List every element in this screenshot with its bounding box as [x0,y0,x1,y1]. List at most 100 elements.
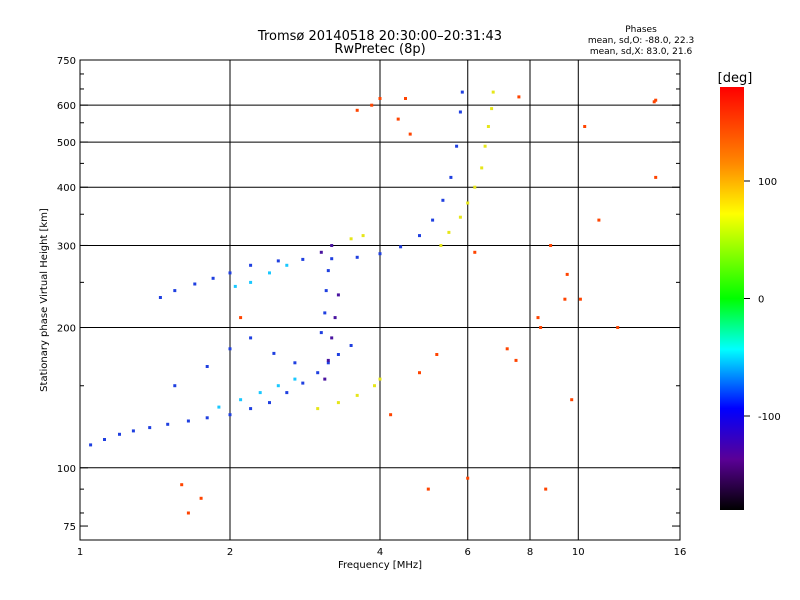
x-tick-label: 8 [527,547,533,558]
colorbar-ticks: 100 0 -100 [744,177,781,423]
data-point [460,90,464,94]
data-point [211,276,215,280]
data-point [565,272,569,276]
data-point [228,347,232,351]
data-point [228,271,232,275]
data-point [447,230,451,234]
data-point [418,234,421,238]
y-tick-label: 200 [57,324,76,335]
data-point [173,289,177,293]
data-point [249,263,253,267]
data-point [654,175,658,179]
x-axis-ticks: 1 2 4 6 8 10 16 [77,547,687,558]
data-point [455,144,459,148]
data-point [268,401,271,405]
data-point [473,250,477,254]
data-point [336,401,340,405]
data-point [378,377,382,381]
data-point [233,284,237,288]
data-point [131,429,135,433]
data-point [239,398,243,402]
data-point [217,405,221,409]
data-point [404,97,407,100]
data-point [249,280,253,284]
data-point [418,371,421,375]
chart-subtitle: RwPretec (8p) [334,42,425,57]
data-point [349,237,353,241]
data-point [186,511,190,515]
y-axis-label: Stationary phase Virtual Height [km] [39,208,50,392]
data-point [268,271,271,275]
colorbar-label: [deg] [718,71,753,86]
data-point [435,353,439,356]
data-point [473,185,477,189]
phase-stats-x: mean, sd,X: 83.0, 21.6 [590,47,693,57]
data-point [349,344,353,347]
data-point [396,117,400,121]
grid-lines [80,60,680,540]
data-point [166,422,170,426]
data-point [491,90,495,94]
data-point [361,234,365,238]
y-tick-label: 300 [57,241,76,252]
colorbar-tick-label: 0 [758,295,764,306]
data-point [323,377,327,381]
data-point [272,351,276,355]
chart-title: Tromsø 20140518 20:30:00–20:31:43 [257,29,502,44]
data-point [458,110,462,114]
data-point [490,107,494,111]
data-point [276,384,280,388]
data-point [431,218,435,222]
data-point [408,132,412,136]
data-point [148,426,152,430]
x-tick-label: 10 [572,547,585,558]
data-point [370,103,374,107]
y-tick-label: 600 [57,101,76,112]
data-point [426,487,430,491]
data-point [316,407,320,411]
y-tick-label: 500 [57,138,76,149]
data-point [319,250,323,254]
x-axis-label: Frequency [MHz] [338,560,422,571]
data-point [449,175,453,179]
data-point [549,244,553,247]
data-point [228,413,232,417]
colorbar-tick-label: 100 [758,177,777,188]
y-tick-label: 750 [57,56,76,67]
data-point [355,255,359,259]
data-point [316,371,320,375]
data-point [333,316,337,320]
data-point [389,413,393,417]
data-point [199,496,203,500]
data-point [563,297,567,301]
data-point [319,331,323,335]
data-point [205,365,209,368]
data-point [249,407,253,411]
data-point [330,244,334,247]
data-point [239,316,243,320]
colorbar-tick-label: -100 [758,412,781,423]
data-point [158,296,162,299]
data-point [336,353,340,356]
data-point [205,416,209,420]
data-point [293,361,297,365]
data-point [483,144,487,148]
data-point [323,311,327,315]
data-point [505,347,509,351]
data-point [517,95,521,99]
data-point [355,108,359,112]
data-point [544,487,548,491]
data-point [293,377,297,381]
data-point [336,293,340,297]
plot-frame [79,59,681,541]
data-point [616,326,620,329]
data-point [378,252,382,256]
data-point [301,381,305,385]
data-point [570,398,574,402]
data-point [486,125,490,128]
data-point [373,384,376,388]
data-point [597,218,601,222]
data-point [330,336,334,340]
phase-stats-o: mean, sd,O: -88.0, 22.3 [588,36,694,46]
data-point [378,97,382,100]
